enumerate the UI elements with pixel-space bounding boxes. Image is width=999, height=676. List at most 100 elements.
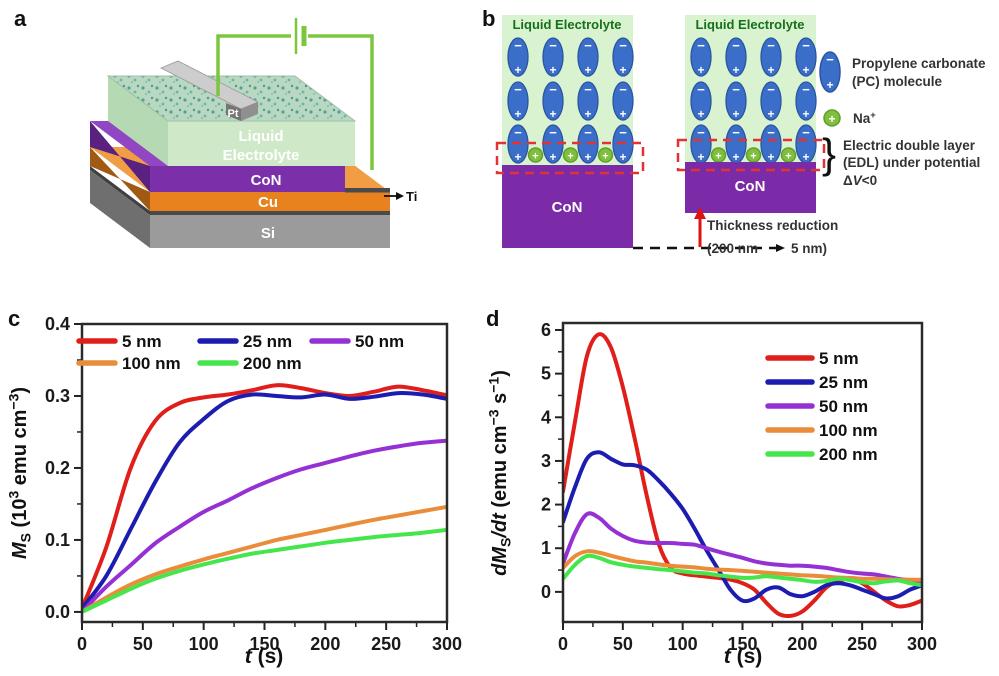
y-tick-label: 0.1 — [45, 530, 70, 550]
y-axis-label: MS (103 emu cm−3) — [5, 387, 33, 559]
legend: 5 nm 25 nm 50 nm 100 nm 200 nm — [765, 349, 878, 464]
pc-molecule: −+ — [795, 37, 817, 77]
x-tick-label: 150 — [727, 634, 757, 654]
series-line-50-nm — [563, 511, 922, 583]
electrolyte-front — [168, 121, 355, 166]
series-line-5-nm — [82, 383, 447, 611]
panel-a-diagram: Pt Ti Liquid Electrolyte CoN Cu Si — [90, 18, 417, 248]
edl-dashed-box-left — [495, 141, 645, 175]
pc-minus: − — [732, 38, 740, 53]
edl-brace: } — [822, 130, 836, 177]
pc-minus: − — [584, 125, 592, 140]
y-tick-label: 0.3 — [45, 386, 70, 406]
plot-frame — [561, 321, 924, 624]
pc-plus: + — [514, 63, 521, 77]
device-stack — [90, 75, 390, 248]
panel-d: 0 50 100 150 200 250 300 0 1 2 3 4 5 6 t (s) dMS/dt (em… — [470, 296, 999, 676]
ti-layer-front — [150, 211, 390, 215]
y-axis-label-group: dMS/dt (emu cm−3 s−1) — [485, 370, 513, 576]
pc-plus: + — [732, 63, 739, 77]
con-layer-front — [150, 166, 345, 192]
con-layer-side — [90, 121, 150, 192]
pc-plus: + — [802, 63, 809, 77]
pc-plus: + — [802, 150, 809, 164]
legend-label: 5 nm — [819, 349, 859, 368]
edl-legend-line1: Electric double layer — [843, 138, 976, 153]
thickness-line2-close: 5 nm) — [791, 241, 827, 256]
pc-molecule: −+ — [542, 124, 564, 164]
pc-minus: − — [697, 38, 705, 53]
legend-item-100-nm: 100 nm — [765, 421, 878, 440]
wire-left — [216, 34, 291, 96]
pc-minus: − — [619, 38, 627, 53]
thickness-arrowhead-icon — [694, 207, 706, 219]
x-tick-label: 50 — [133, 634, 153, 654]
na-ion: + — [745, 147, 762, 163]
pc-molecule: −+ — [760, 81, 782, 121]
pt-label: Pt — [228, 108, 239, 120]
pc-minus: − — [802, 38, 810, 53]
na-plus: + — [532, 151, 538, 163]
legend-label: 100 nm — [819, 421, 878, 440]
si-layer-side — [90, 170, 150, 248]
pc-minus: − — [802, 125, 810, 140]
x-tick-label: 200 — [787, 634, 817, 654]
wire-right — [308, 34, 374, 170]
y-axis-label: dMS/dt (emu cm−3 s−1) — [485, 370, 513, 576]
pc-molecule: −+ — [612, 81, 634, 121]
pc-minus: − — [549, 125, 557, 140]
pc-plus: + — [732, 150, 739, 164]
pc-plus: + — [732, 107, 739, 121]
legend-item-5-nm: 5 nm — [76, 332, 162, 351]
pc-minus: − — [549, 82, 557, 97]
panel-b: Liquid Electrolyte Liquid Electrolyte − +… — [470, 0, 999, 290]
x-tick-label: 50 — [613, 634, 633, 654]
panel-a: Pt Ti Liquid Electrolyte CoN Cu Si — [0, 0, 470, 290]
cu-label: Cu — [258, 194, 278, 211]
pc-molecule: −+ — [725, 37, 747, 77]
pc-minus: − — [697, 82, 705, 97]
x-tick-label: 0 — [77, 634, 87, 654]
axis-tick-labels: 0 50 100 150 200 250 300 0.0 0.1 0.2 0.3 0.4 — [45, 314, 462, 654]
na-ion: + — [780, 147, 797, 163]
panel-d-chart: 0 50 100 150 200 250 300 0 1 2 3 4 5 6 t (s) dMS/dt (em… — [485, 320, 937, 668]
panel-b-diagram: Liquid Electrolyte Liquid Electrolyte −+… — [495, 15, 986, 256]
pc-molecule: −+ — [725, 124, 747, 164]
electrolyte-title-left: Liquid Electrolyte — [512, 17, 621, 32]
cu-layer-front — [150, 192, 390, 211]
pc-molecule: −+ — [577, 37, 599, 77]
x-tick-label: 100 — [668, 634, 698, 654]
pc-plus: + — [697, 63, 704, 77]
pc-molecule: −+ — [760, 124, 782, 164]
con-block-thick — [502, 165, 633, 248]
pc-molecule: −+ — [760, 37, 782, 77]
legend-item-200-nm: 200 nm — [765, 445, 878, 464]
legend-label: 50 nm — [819, 397, 868, 416]
pc-minus: − — [802, 82, 810, 97]
legend: 5 nm 25 nm 50 nm 100 nm 200 nm — [76, 332, 404, 373]
ti-arrowhead-icon — [396, 192, 404, 200]
pc-minus: − — [584, 82, 592, 97]
pc-legend-line2: (PC) molecule — [852, 74, 943, 89]
na-ion: + — [597, 147, 614, 163]
pc-molecule-icon — [819, 51, 841, 93]
panel-label-d: d — [486, 306, 500, 331]
pc-plus: + — [549, 150, 556, 164]
na-ion: + — [710, 147, 727, 163]
si-label: Si — [261, 225, 275, 242]
pt-bar-side — [241, 102, 258, 121]
pc-minus: − — [767, 82, 775, 97]
pt-bar-front — [226, 103, 241, 121]
ti-layer-side — [90, 166, 150, 215]
y-tick-label: 4 — [541, 407, 551, 427]
legend-label: 25 nm — [243, 332, 292, 351]
pc-minus: − — [767, 38, 775, 53]
data-series-group — [82, 383, 447, 614]
legend-label: 50 nm — [355, 332, 404, 351]
pc-plus: + — [619, 150, 626, 164]
na-plus: + — [785, 151, 791, 163]
pc-plus: + — [697, 150, 704, 164]
pc-plus: + — [584, 107, 591, 121]
pc-plus: + — [697, 107, 704, 121]
series-line-25-nm — [82, 391, 447, 611]
